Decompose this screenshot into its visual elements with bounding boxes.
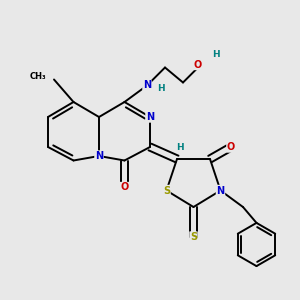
Text: O: O [194, 59, 202, 70]
Text: N: N [95, 151, 103, 161]
Text: H: H [158, 84, 165, 93]
Text: N: N [146, 112, 154, 122]
Text: O: O [120, 182, 129, 193]
Text: H: H [212, 50, 220, 58]
Text: H: H [176, 143, 184, 152]
Text: S: S [163, 185, 170, 196]
Text: N: N [216, 185, 225, 196]
Text: O: O [227, 142, 235, 152]
Text: CH₃: CH₃ [29, 72, 46, 81]
Text: N: N [143, 80, 151, 91]
Text: S: S [190, 232, 197, 242]
